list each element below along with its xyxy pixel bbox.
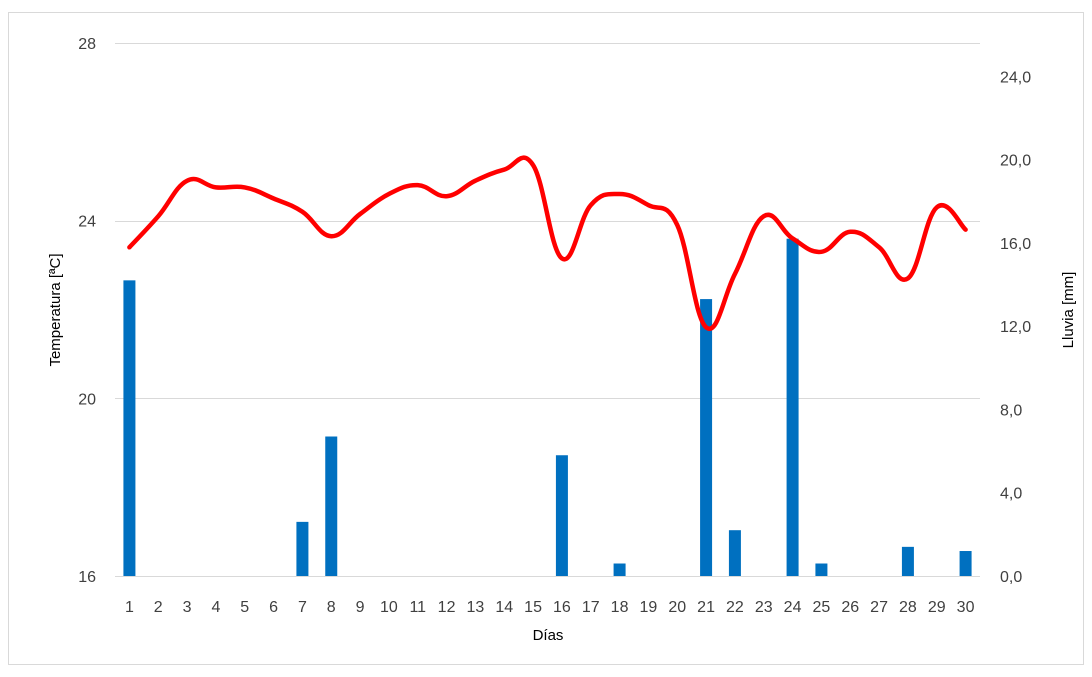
x-tick-label: 7: [298, 599, 307, 616]
x-tick-label: 19: [640, 599, 658, 616]
temperature-line-group: [127, 155, 968, 332]
y-right-tick-label: 0,0: [1000, 569, 1022, 586]
rain-bar-day-8: [325, 436, 338, 576]
x-tick-label: 13: [467, 599, 485, 616]
x-tick-label: 24: [784, 599, 802, 616]
temperature-line: [127, 155, 968, 332]
x-tick-label: 23: [755, 599, 773, 616]
rain-bar-day-24: [786, 238, 799, 576]
rain-bar-day-1: [123, 280, 136, 576]
rain-bar-day-28: [901, 546, 914, 576]
x-tick-label: 5: [240, 599, 249, 616]
y-right-tick-label: 24,0: [1000, 69, 1031, 86]
y-left-tick-label: 16: [78, 569, 96, 586]
x-tick-label: 30: [957, 599, 975, 616]
x-tick-label: 28: [899, 599, 917, 616]
x-tick-label: 29: [928, 599, 946, 616]
x-tick-label: 18: [611, 599, 629, 616]
x-tick-label: 15: [524, 599, 542, 616]
x-tick-label: 11: [409, 599, 426, 616]
x-tick-label: 26: [841, 599, 859, 616]
x-axis-title: Días: [533, 627, 564, 644]
y-right-axis-title: Lluvia [mm]: [1060, 272, 1077, 349]
y-right-tick-label: 8,0: [1000, 402, 1022, 419]
rain-bar-day-30: [959, 551, 972, 576]
x-tick-label: 20: [668, 599, 686, 616]
x-tick-label: 14: [495, 599, 513, 616]
rain-bars: [123, 238, 972, 576]
rain-bar-day-22: [728, 530, 741, 576]
x-tick-label: 27: [870, 599, 888, 616]
rain-bar-day-16: [555, 455, 568, 576]
x-tick-label: 21: [697, 599, 715, 616]
x-tick-label: 25: [813, 599, 831, 616]
chart-border: [8, 12, 1084, 665]
rain-bar-day-25: [815, 563, 828, 576]
rain-bar-day-18: [613, 563, 626, 576]
x-tick-label: 17: [582, 599, 600, 616]
x-tick-label: 16: [553, 599, 571, 616]
y-left-tick-label: 24: [78, 214, 96, 231]
y-right-tick-label: 16,0: [1000, 236, 1031, 253]
x-tick-label: 4: [211, 599, 220, 616]
x-tick-label: 3: [183, 599, 192, 616]
right-axis-ticks: 0,0 4,0 8,0 12,0 16,0 20,0 24,0: [1000, 69, 1031, 586]
y-right-tick-label: 20,0: [1000, 153, 1031, 170]
rain-bar-day-7: [296, 521, 309, 576]
x-tick-label: 2: [154, 599, 163, 616]
x-tick-label: 12: [438, 599, 456, 616]
x-tick-label: 1: [125, 599, 134, 616]
x-tick-label: 22: [726, 599, 744, 616]
y-left-tick-label: 20: [78, 391, 96, 408]
left-axis-ticks: 16 20 24 28: [78, 36, 96, 586]
rain-bar-day-21: [700, 299, 713, 576]
y-left-axis-title: Temperatura [ªC]: [47, 253, 64, 366]
x-axis-ticks: 1 2 3 4 5 6 7 8 9 10 11 12 13 14 15 16 17 18 19 20 21 22 23 24 2…: [125, 599, 975, 616]
x-tick-label: 6: [269, 599, 278, 616]
y-left-tick-label: 28: [78, 36, 96, 53]
x-tick-label: 9: [356, 599, 365, 616]
x-tick-label: 8: [327, 599, 336, 616]
x-tick-label: 10: [380, 599, 398, 616]
y-right-tick-label: 4,0: [1000, 486, 1022, 503]
y-right-tick-label: 12,0: [1000, 319, 1031, 336]
